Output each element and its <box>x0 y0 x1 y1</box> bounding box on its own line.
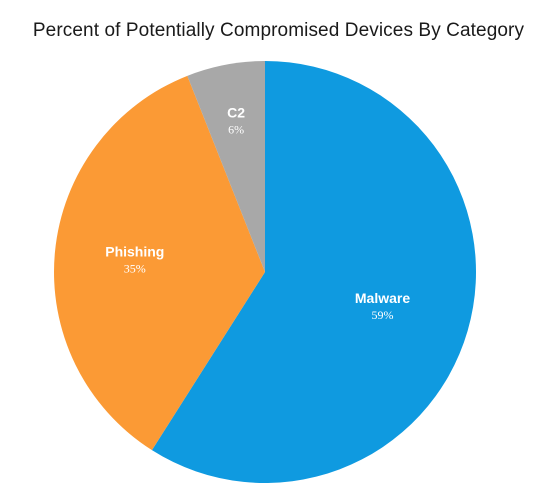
slice-value-phishing: 35% <box>124 262 146 276</box>
pie-labels: Malware 59% Phishing 35% C2 6% <box>105 105 410 322</box>
slice-label-phishing: Phishing <box>105 244 164 260</box>
pie-slice-c2 <box>187 61 265 272</box>
slice-value-malware: 59% <box>372 308 394 322</box>
pie-slices <box>54 61 477 483</box>
chart-title: Percent of Potentially Compromised Devic… <box>32 20 525 41</box>
pie-slice-malware <box>151 61 477 483</box>
slice-value-c2: 6% <box>228 123 244 137</box>
slice-label-malware: Malware <box>355 290 410 306</box>
pie-slice-phishing <box>54 75 266 451</box>
slice-label-c2: C2 <box>227 105 245 121</box>
